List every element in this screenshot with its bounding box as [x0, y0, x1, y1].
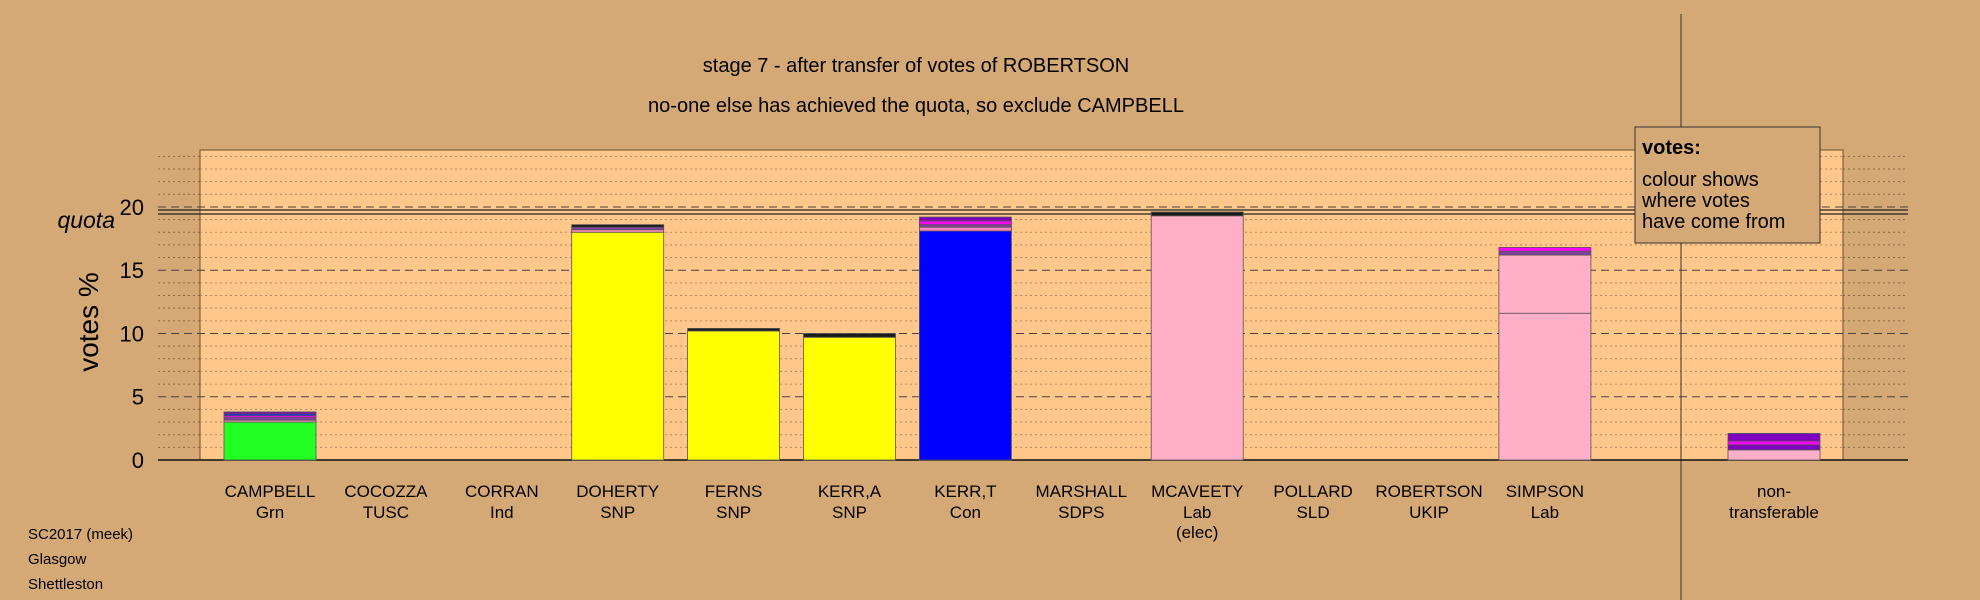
bar-segment	[571, 224, 665, 228]
x-tick-label-party: Grn	[256, 503, 284, 522]
y-tick-label: 20	[120, 195, 144, 220]
x-tick-label-party: Ind	[490, 503, 514, 522]
bar-segment	[919, 216, 1012, 222]
footer-council: Glasgow	[28, 551, 87, 568]
bar-segment	[571, 231, 665, 461]
x-tick-label: COCOZZA	[344, 482, 428, 501]
bar-segment	[1498, 247, 1592, 252]
x-tick-label-party: UKIP	[1409, 503, 1449, 522]
bar-segment	[1727, 444, 1821, 451]
x-tick-label: KERR,A	[818, 482, 882, 501]
x-tick-label: CORRAN	[465, 482, 539, 501]
legend-box	[1634, 126, 1821, 244]
x-tick-label: CAMPBELL	[225, 482, 316, 501]
y-tick-label: 5	[132, 385, 144, 410]
bar-segment	[1498, 312, 1592, 461]
x-tick-label: MCAVEETY	[1151, 482, 1243, 501]
bar-segment	[803, 336, 896, 461]
quota-label: quota	[57, 207, 115, 233]
plot-layer: 0 5 10 15 20 CAMPBELL Grn COCOZZA TUSC CORRAN Ind D…	[120, 14, 1908, 600]
bar-segment	[1727, 449, 1821, 461]
bar-segment	[223, 421, 317, 461]
x-tick-label: MARSHALL	[1035, 482, 1127, 501]
y-tick-label: 10	[120, 321, 144, 346]
x-tick-label-party: transferable	[1729, 503, 1819, 522]
footer-election: SC2017 (meek)	[28, 526, 134, 543]
x-tick-label-party: TUSC	[363, 503, 409, 522]
y-axis-label: votes %	[73, 272, 104, 372]
bar-segment	[1150, 215, 1244, 461]
x-tick-label-party: SDPS	[1058, 503, 1104, 522]
bar-segment	[919, 226, 1012, 232]
bar-segment	[687, 328, 780, 332]
x-tick-label: DOHERTY	[576, 482, 659, 501]
bar-segment	[919, 230, 1012, 461]
bar-segment	[919, 220, 1012, 226]
x-tick-label: FERNS	[705, 482, 763, 501]
bar-segment	[223, 411, 317, 415]
legend-line-1: colour shows	[1642, 169, 1759, 191]
x-tick-label-party: Con	[950, 503, 981, 522]
chart-subtitle: no-one else has achieved the quota, so e…	[648, 95, 1184, 117]
legend-line-2: where votes	[1641, 190, 1750, 212]
bar-segment	[687, 330, 780, 461]
bar-segment	[1727, 433, 1821, 442]
x-tick-label-party: SNP	[832, 503, 867, 522]
y-tick-label: 15	[120, 258, 144, 283]
legend-title: votes:	[1642, 137, 1701, 159]
x-tick-label: ROBERTSON	[1375, 482, 1482, 501]
bar-segment	[1727, 440, 1821, 446]
x-tick-label-party: Lab	[1531, 503, 1559, 522]
legend-line-3: have come from	[1642, 211, 1785, 233]
x-tick-label-party: SLD	[1297, 503, 1330, 522]
bar-segment	[1498, 254, 1592, 314]
x-tick-label-party: Lab	[1183, 503, 1211, 522]
x-tick-label: SIMPSON	[1506, 482, 1584, 501]
bar-segment	[1498, 250, 1592, 256]
x-tick-label-party: SNP	[600, 503, 635, 522]
y-tick-label: 0	[132, 448, 144, 473]
x-tick-label-extra: (elec)	[1176, 523, 1219, 542]
bar-segment	[1150, 211, 1244, 217]
x-tick-label: POLLARD	[1273, 482, 1352, 501]
bar-segment	[803, 333, 896, 338]
chart-title: stage 7 - after transfer of votes of ROB…	[703, 55, 1129, 77]
x-tick-label-party: SNP	[716, 503, 751, 522]
legend: votes: colour shows where votes have com…	[1634, 126, 1821, 244]
x-tick-label: KERR,T	[934, 482, 996, 501]
x-tick-label: non-	[1757, 482, 1791, 501]
footer-ward: Shettleston	[28, 576, 104, 593]
plot-panel	[199, 149, 1844, 461]
